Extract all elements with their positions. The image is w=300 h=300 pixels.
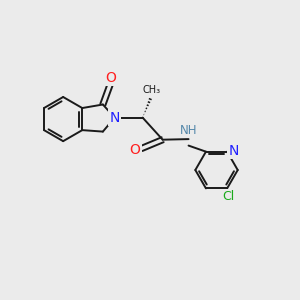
Text: CH₃: CH₃ [143,85,161,95]
Text: N: N [110,111,120,124]
Text: NH: NH [180,124,197,137]
Text: Cl: Cl [223,190,235,203]
Text: O: O [105,71,116,85]
Text: N: N [228,144,239,158]
Text: O: O [130,143,140,157]
